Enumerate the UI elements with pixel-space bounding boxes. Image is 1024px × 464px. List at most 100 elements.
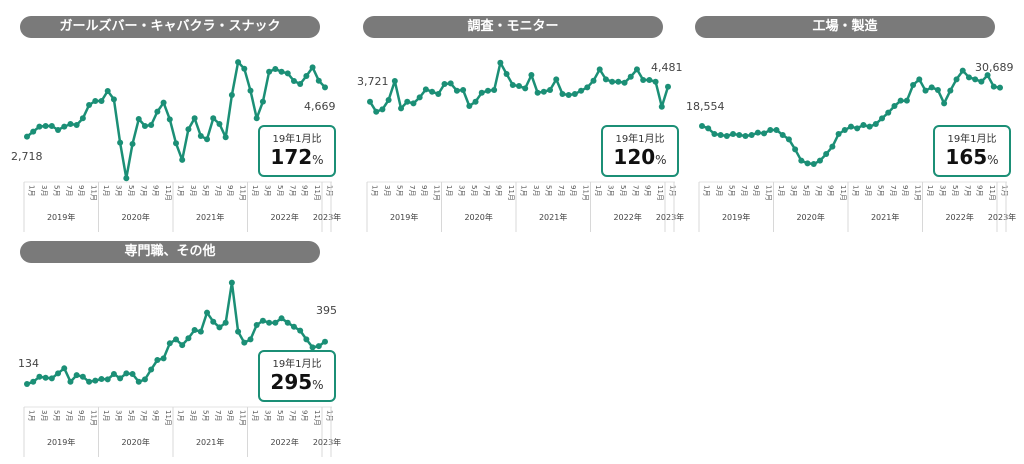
data-point [24, 133, 30, 140]
month-tick-label: 9月 [152, 410, 160, 421]
data-point [730, 130, 737, 137]
month-tick-label: 9月 [495, 185, 503, 196]
data-point [435, 91, 442, 98]
data-point [110, 96, 117, 103]
data-point [633, 66, 640, 73]
data-point [509, 82, 516, 89]
data-point [984, 72, 991, 79]
data-point [891, 103, 898, 110]
month-tick-label: 1月 [102, 410, 110, 421]
year-tick-label: 2023年 [988, 212, 1016, 222]
data-point [534, 89, 541, 96]
month-tick-label: 9月 [420, 185, 428, 196]
data-point [241, 339, 248, 346]
month-tick-label: 11月 [164, 410, 172, 426]
data-point [309, 64, 316, 71]
chart-panel-0: ガールズバー・キャバクラ・スナック 1月 3月 5月 7月 9月 11月 2019年 1月 3月… [0, 0, 341, 232]
ratio-caption: 19年1月比 [947, 134, 997, 145]
month-tick-label: 7月 [557, 185, 565, 196]
data-point [429, 88, 436, 95]
data-point [916, 76, 923, 83]
data-point [497, 59, 504, 66]
year-tick-label: 2020年 [121, 437, 149, 447]
year-tick-label: 2022年 [270, 212, 298, 222]
data-point [42, 374, 49, 381]
data-point [297, 327, 304, 334]
data-point [86, 102, 93, 108]
data-point [247, 336, 254, 343]
month-tick-label: 9月 [827, 185, 835, 196]
ratio-value: 172 [270, 145, 313, 169]
year-tick-label: 2021年 [196, 212, 224, 222]
data-point [253, 321, 260, 328]
data-point [854, 125, 861, 132]
month-tick-label: 9月 [77, 185, 85, 196]
data-point [785, 136, 792, 143]
data-point [55, 370, 62, 377]
month-tick-label: 1月 [177, 410, 185, 421]
chart-title: 調査・モニター [363, 16, 663, 38]
month-tick-label: 7月 [65, 185, 73, 196]
data-point [953, 76, 960, 83]
data-point [303, 336, 310, 343]
month-tick-label: 9月 [901, 185, 909, 196]
year-tick-label: 2019年 [722, 212, 750, 222]
data-point [272, 66, 279, 73]
start-value-label: 134 [18, 357, 39, 370]
data-point [897, 97, 904, 104]
data-point [965, 74, 972, 81]
data-point [166, 340, 173, 347]
month-tick-label: 3月 [40, 410, 48, 421]
data-point [441, 81, 448, 88]
data-point [235, 328, 242, 335]
data-point [978, 78, 985, 85]
month-tick-label: 1月 [594, 185, 602, 196]
data-point [179, 342, 186, 349]
year-tick-label: 2021年 [539, 212, 567, 222]
data-point [30, 378, 37, 385]
month-tick-label: 5月 [876, 185, 884, 196]
month-tick-label: 1月 [520, 185, 528, 196]
data-point [42, 122, 49, 129]
data-point [160, 99, 167, 106]
data-point [303, 73, 310, 80]
data-point [266, 68, 273, 75]
data-point [705, 125, 712, 132]
data-point [278, 315, 285, 322]
data-point [816, 157, 823, 164]
month-tick-label: 11月 [313, 185, 321, 201]
year-tick-label: 2022年 [945, 212, 973, 222]
month-tick-label: 1月 [1001, 185, 1009, 196]
data-point [222, 134, 229, 141]
month-tick-label: 11月 [656, 185, 664, 201]
month-tick-label: 5月 [470, 185, 478, 196]
data-point [55, 126, 62, 133]
data-point [98, 98, 105, 105]
chart-panel-1: 調査・モニター 1月 3月 5月 7月 9月 11月 2019年 1月 3月 5月 7月 9月 11月 2… [343, 0, 684, 232]
month-tick-label: 11月 [90, 410, 98, 426]
year-tick-label: 2022年 [613, 212, 641, 222]
month-tick-label: 7月 [814, 185, 822, 196]
data-point [61, 365, 68, 372]
data-point [472, 98, 479, 105]
data-point [228, 279, 235, 286]
data-point [179, 156, 186, 163]
data-point [173, 336, 179, 343]
month-tick-label: 3月 [114, 410, 122, 421]
data-point [723, 132, 730, 139]
ratio-value: 120 [613, 145, 656, 169]
data-point [309, 344, 316, 351]
data-point [322, 338, 328, 345]
month-tick-label: 9月 [152, 185, 160, 196]
data-point [30, 128, 37, 135]
data-point [866, 123, 873, 130]
data-point [204, 309, 211, 316]
data-point [135, 378, 142, 385]
data-point [385, 97, 392, 104]
month-tick-label: 1月 [28, 185, 36, 196]
month-tick-label: 5月 [802, 185, 810, 196]
month-tick-label: 11月 [914, 185, 922, 201]
month-tick-label: 1月 [669, 185, 677, 196]
data-point [197, 132, 204, 139]
month-tick-label: 1月 [326, 185, 334, 196]
